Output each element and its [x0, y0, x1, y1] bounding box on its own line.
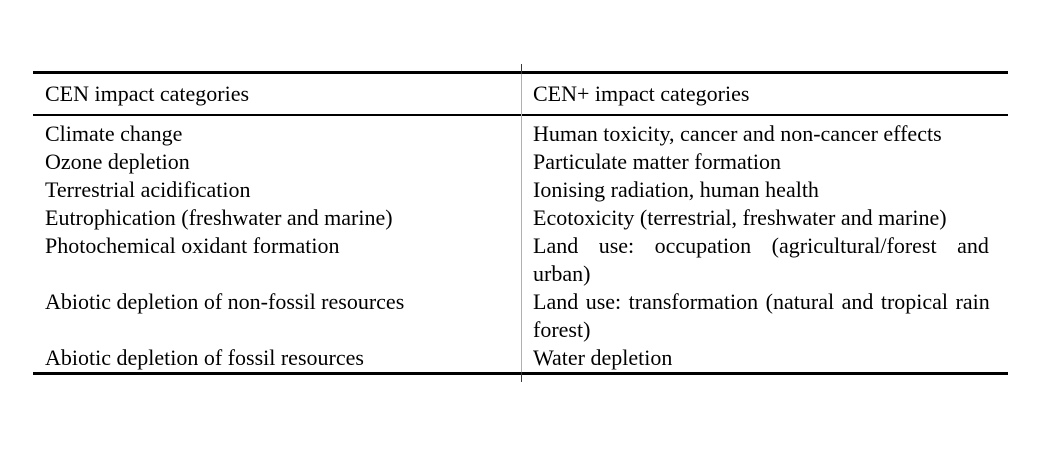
cen-plus-cell: Particulate matter formation [533, 149, 782, 174]
column-header-cen-plus: CEN+ impact categories [533, 81, 750, 106]
column-divider-tick-bottom [521, 372, 522, 382]
cen-cell: Photochemical oxidant formation [45, 233, 340, 258]
column-divider-tick-top [521, 64, 522, 74]
cen-cell: Climate change [45, 121, 183, 146]
cen-plus-cell: Human toxicity, cancer and non-cancer ef… [533, 121, 942, 146]
table-body: Climate change Human toxicity, cancer an… [33, 116, 1008, 372]
table-row: Photochemical oxidant formation Land use… [33, 232, 1008, 288]
table-row: Terrestrial acidification Ionising radia… [33, 176, 1008, 204]
table-row: Eutrophication (freshwater and marine) E… [33, 204, 1008, 232]
cen-cell: Abiotic depletion of fossil resources [45, 345, 364, 370]
table-header-row: CEN impact categories CEN+ impact catego… [33, 74, 1008, 116]
cen-cell: Terrestrial acidification [45, 177, 251, 202]
cen-cell: Abiotic depletion of non-fossil resource… [45, 289, 405, 314]
cen-plus-cell: Land use: occupation (agricultural/fores… [533, 233, 989, 286]
cen-plus-cell: Ecotoxicity (terrestrial, freshwater and… [533, 205, 947, 230]
table-row: Ozone depletion Particulate matter forma… [33, 148, 1008, 176]
table-row: Abiotic depletion of non-fossil resource… [33, 288, 1008, 344]
column-header-cen: CEN impact categories [45, 81, 250, 106]
table-row: Climate change Human toxicity, cancer an… [33, 120, 1008, 148]
column-divider [521, 74, 522, 372]
cen-cell: Eutrophication (freshwater and marine) [45, 205, 393, 230]
cen-plus-cell: Ionising radiation, human health [533, 177, 819, 202]
impact-categories-table: CEN impact categories CEN+ impact catego… [33, 64, 1008, 382]
cen-plus-cell: Land use: transformation (natural and tr… [533, 289, 990, 342]
cen-plus-cell: Water depletion [533, 345, 673, 370]
cen-cell: Ozone depletion [45, 149, 190, 174]
table-row: Abiotic depletion of fossil resources Wa… [33, 344, 1008, 372]
